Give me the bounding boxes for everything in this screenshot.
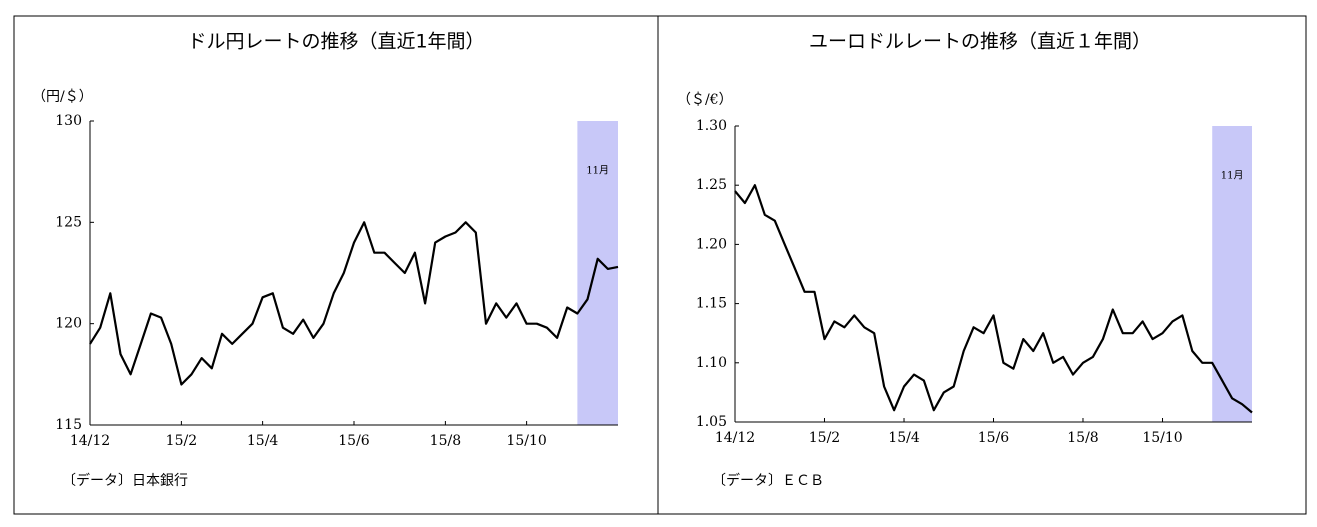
x-tick-label: 14/12 xyxy=(70,433,110,449)
x-tick-label: 15/4 xyxy=(888,430,920,446)
y-tick-label: 115 xyxy=(55,417,82,433)
highlight-label: 11月 xyxy=(1221,170,1244,182)
highlight-band xyxy=(577,121,618,425)
x-tick-label: 15/2 xyxy=(166,433,197,449)
y-tick-label: 120 xyxy=(55,316,82,332)
y-tick-label: 1.25 xyxy=(696,177,727,193)
y-tick-label: 130 xyxy=(55,113,82,129)
y-unit: （円/＄） xyxy=(32,89,93,105)
x-tick-label: 15/10 xyxy=(1142,430,1182,446)
x-tick-label: 14/12 xyxy=(715,430,755,446)
x-tick-label: 15/4 xyxy=(247,433,279,449)
y-tick-label: 1.30 xyxy=(696,118,727,134)
x-tick-label: 15/2 xyxy=(809,430,840,446)
line-series xyxy=(734,184,1253,414)
y-tick-label: 1.05 xyxy=(696,414,727,430)
source-note: 〔データ〕日本銀行 xyxy=(62,472,188,489)
line-series xyxy=(89,221,619,386)
chart-title: ユーロドルレートの推移（直近１年間） xyxy=(809,31,1151,53)
x-tick-label: 15/6 xyxy=(978,430,1010,446)
x-tick-label: 15/8 xyxy=(1067,430,1098,446)
y-tick-label: 1.15 xyxy=(696,296,727,312)
y-tick-label: 1.10 xyxy=(696,355,727,371)
x-tick-label: 15/8 xyxy=(430,433,461,449)
highlight-label: 11月 xyxy=(586,165,609,177)
source-note: 〔データ〕ＥＣＢ xyxy=(712,472,824,489)
y-tick-label: 1.20 xyxy=(696,236,727,252)
frame xyxy=(13,15,1307,515)
x-tick-label: 15/10 xyxy=(506,433,546,449)
y-unit: （＄/€） xyxy=(677,92,733,108)
y-tick-label: 125 xyxy=(55,214,82,230)
chart-title: ドル円レートの推移（直近1年間） xyxy=(187,31,484,53)
x-tick-label: 15/6 xyxy=(338,433,370,449)
